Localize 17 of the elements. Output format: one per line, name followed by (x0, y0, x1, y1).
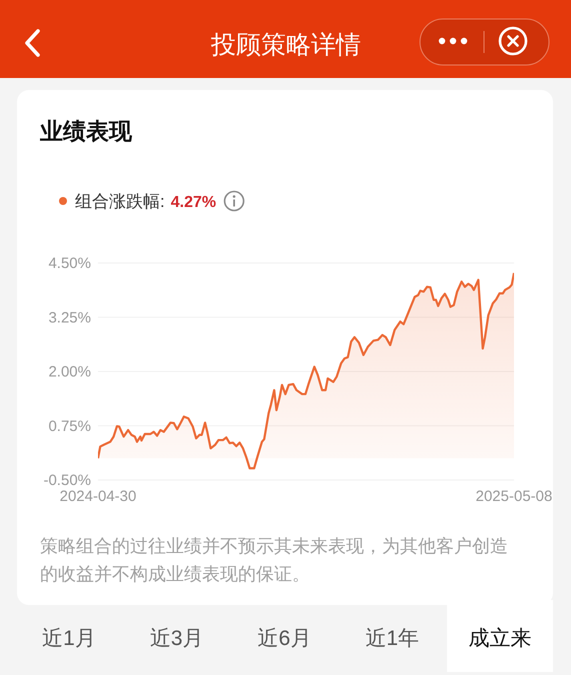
y-tick-label: -0.50% (43, 472, 91, 489)
x-tick-label: 2024-04-30 (60, 488, 136, 505)
text: 近6月 (258, 627, 312, 650)
text: 近1月 (42, 627, 96, 650)
text: 成立来 (468, 627, 532, 650)
y-tick-label: 3.25% (48, 309, 91, 326)
text: 近1年 (365, 627, 420, 650)
text: 4.27% (170, 194, 216, 211)
chart-subtitle: 业绩表现 (39, 118, 133, 144)
text: 近3月 (150, 627, 204, 650)
text: 策略组合的过往业绩并不预示其未来表现，为其他客户创造的收益并不构成业绩表现的保证。 (40, 536, 508, 584)
y-tick-label: 4.50% (48, 255, 91, 272)
x-tick-label: 2025-05-08 (476, 488, 552, 505)
legend-label: 组合涨跌幅: (75, 192, 165, 211)
y-tick-label: 0.75% (48, 418, 91, 435)
y-tick-label: 2.00% (48, 364, 91, 380)
chart-title: 投顾策略详情 (210, 31, 361, 59)
